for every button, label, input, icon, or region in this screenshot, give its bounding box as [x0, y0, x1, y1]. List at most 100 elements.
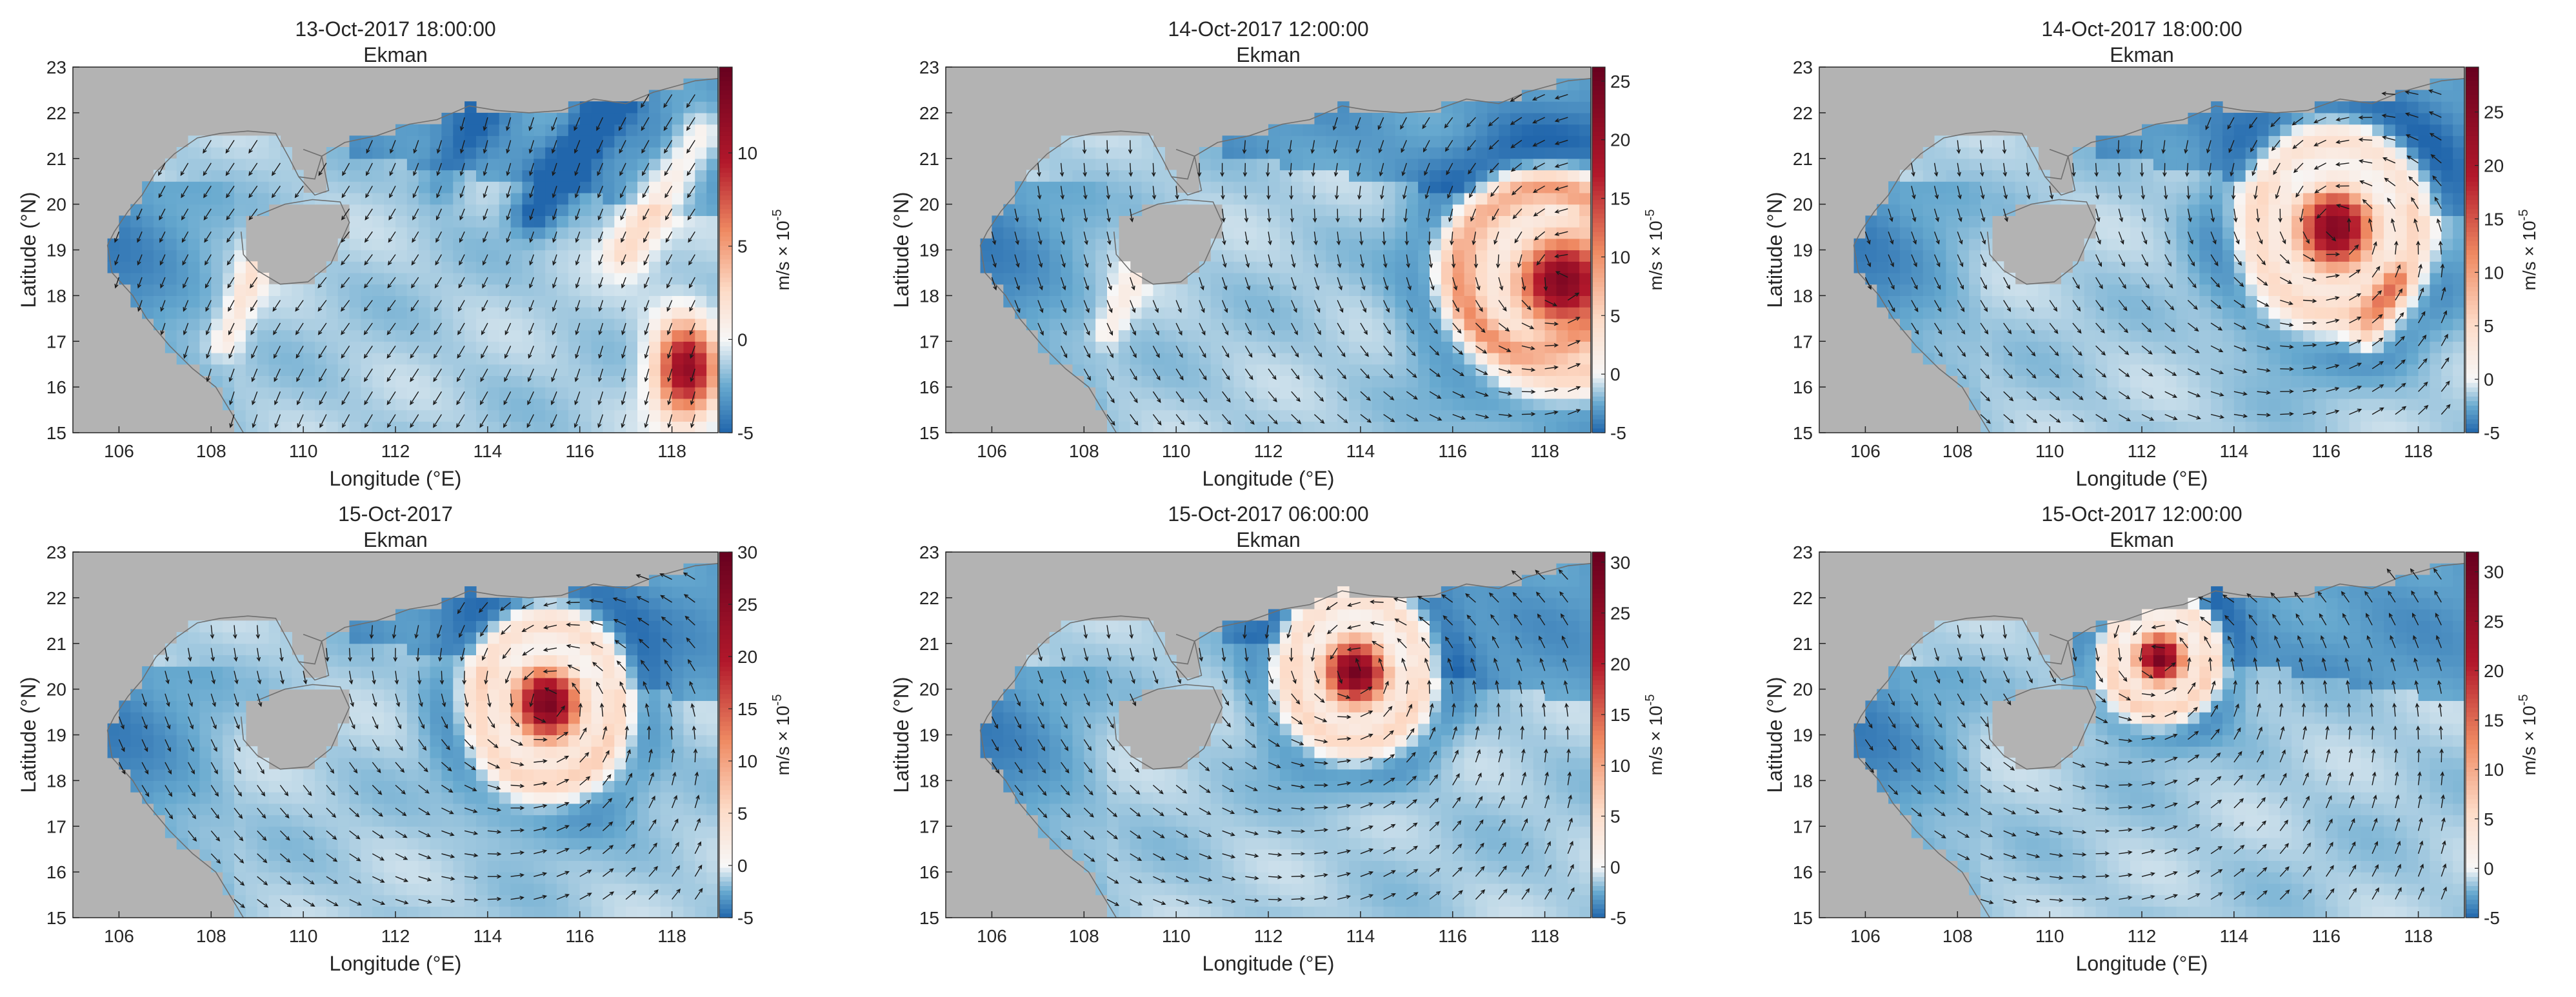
- heatmap-cell: [1475, 353, 1487, 364]
- heatmap-cell: [395, 307, 407, 319]
- heatmap-cell: [2326, 215, 2338, 227]
- heatmap-cell: [1188, 319, 1199, 330]
- heatmap-cell: [234, 193, 246, 204]
- heatmap-cell: [2084, 353, 2096, 364]
- heatmap-cell: [441, 341, 453, 353]
- heatmap-cell: [1280, 330, 1292, 342]
- heatmap-cell: [2291, 147, 2303, 159]
- heatmap-cell: [1854, 261, 1866, 273]
- heatmap-cell: [1095, 239, 1107, 250]
- heatmap-cell: [626, 295, 637, 307]
- heatmap-cell: [568, 375, 580, 387]
- heatmap-cell: [2188, 113, 2199, 124]
- heatmap-cell: [199, 181, 211, 193]
- heatmap-cell: [695, 399, 706, 410]
- heatmap-cell: [2246, 399, 2257, 410]
- heatmap-cell: [1475, 124, 1487, 136]
- heatmap-cell: [1349, 307, 1361, 319]
- heatmap-cell: [476, 239, 488, 250]
- heatmap-cell: [338, 307, 350, 319]
- heatmap-cell: [1430, 124, 1441, 136]
- heatmap-cell: [1441, 375, 1453, 387]
- heatmap-cell: [1233, 261, 1245, 273]
- heatmap-cell: [2441, 193, 2453, 204]
- heatmap-cell: [1406, 193, 1418, 204]
- colorbar-tick-label: -5: [737, 423, 754, 443]
- heatmap-cell: [2153, 421, 2165, 433]
- heatmap-cell: [2177, 295, 2188, 307]
- heatmap-cell: [2395, 159, 2407, 170]
- heatmap-cell: [1900, 215, 1912, 227]
- heatmap-cell: [1464, 261, 1476, 273]
- heatmap-cell: [2407, 387, 2419, 399]
- heatmap-cell: [1361, 135, 1372, 147]
- heatmap-cell: [2222, 181, 2234, 193]
- heatmap-cell: [1095, 341, 1107, 353]
- colorbar-swatch: [719, 332, 732, 337]
- heatmap-cell: [2384, 410, 2395, 422]
- heatmap-cell: [661, 204, 672, 216]
- heatmap-cell: [1406, 159, 1418, 170]
- heatmap-cell: [2257, 193, 2269, 204]
- heatmap-cell: [1475, 399, 1487, 410]
- heatmap-cell: [165, 307, 177, 319]
- heatmap-cell: [1418, 227, 1430, 239]
- colorbar-swatch: [719, 305, 732, 310]
- heatmap-cell: [1223, 387, 1234, 399]
- heatmap-cell: [1384, 319, 1395, 330]
- heatmap-cell: [280, 399, 292, 410]
- heatmap-cell: [2211, 375, 2222, 387]
- heatmap-cell: [1280, 295, 1292, 307]
- heatmap-cell: [419, 364, 430, 376]
- heatmap-cell: [2177, 375, 2188, 387]
- heatmap-cell: [338, 159, 350, 170]
- colorbar-swatch: [1592, 355, 1605, 360]
- heatmap-cell: [1545, 215, 1557, 227]
- heatmap-cell: [2153, 204, 2165, 216]
- heatmap-cell: [1946, 227, 1957, 239]
- colorbar-swatch: [1592, 85, 1605, 90]
- heatmap-cell: [2407, 341, 2419, 353]
- colorbar-swatch: [719, 410, 732, 415]
- heatmap-cell: [280, 341, 292, 353]
- heatmap-cell: [2107, 295, 2119, 307]
- heatmap-cell: [2453, 330, 2464, 342]
- heatmap-cell: [2222, 135, 2234, 147]
- heatmap-cell: [2291, 124, 2303, 136]
- heatmap-cell: [511, 273, 523, 284]
- heatmap-cell: [672, 364, 684, 376]
- heatmap-cell: [1888, 215, 1900, 227]
- heatmap-cell: [1946, 181, 1957, 193]
- heatmap-cell: [1107, 319, 1119, 330]
- heatmap-cell: [2291, 239, 2303, 250]
- heatmap-cell: [1533, 307, 1545, 319]
- heatmap-cell: [395, 159, 407, 170]
- heatmap-cell: [1257, 399, 1268, 410]
- heatmap-cell: [1211, 273, 1223, 284]
- heatmap-cell: [1992, 353, 2004, 364]
- heatmap-cell: [488, 215, 499, 227]
- heatmap-cell: [1153, 387, 1164, 399]
- heatmap-cell: [2407, 421, 2419, 433]
- heatmap-cell: [1130, 284, 1142, 296]
- heatmap-cell: [1579, 181, 1591, 193]
- heatmap-cell: [384, 159, 395, 170]
- heatmap-cell: [1464, 330, 1476, 342]
- heatmap-cell: [603, 410, 614, 422]
- heatmap-cell: [384, 181, 395, 193]
- heatmap-cell: [430, 295, 442, 307]
- heatmap-cell: [1453, 113, 1464, 124]
- heatmap-cell: [1545, 181, 1557, 193]
- heatmap-cell: [350, 284, 361, 296]
- heatmap-cell: [361, 159, 372, 170]
- heatmap-cell: [683, 353, 695, 364]
- heatmap-cell: [2222, 330, 2234, 342]
- heatmap-cell: [522, 330, 534, 342]
- heatmap-cell: [1349, 147, 1361, 159]
- colorbar-swatch: [719, 319, 732, 324]
- heatmap-cell: [119, 239, 130, 250]
- heatmap-cell: [246, 319, 257, 330]
- heatmap-cell: [1072, 181, 1084, 193]
- heatmap-cell: [2130, 410, 2142, 422]
- heatmap-cell: [419, 261, 430, 273]
